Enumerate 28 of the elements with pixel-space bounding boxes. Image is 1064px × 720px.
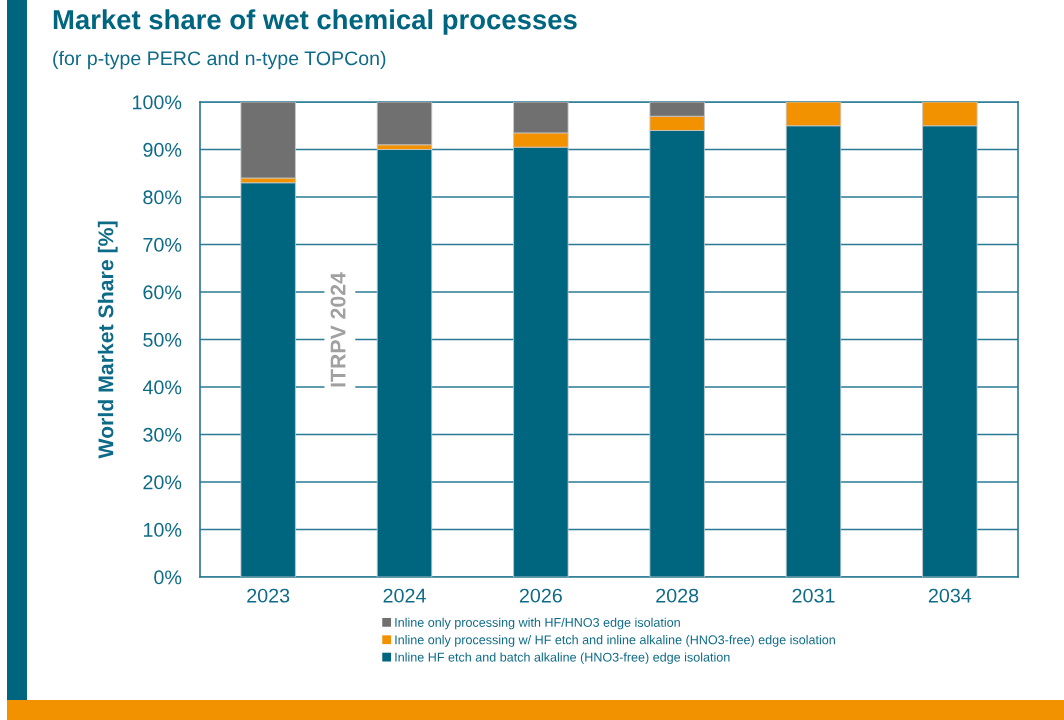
bar [240,102,296,179]
y-tick-label: 50% [143,332,182,347]
y-tick-label: 40% [142,380,182,395]
bar [376,102,433,146]
y-tick-label: 60% [143,285,182,300]
x-tick-label: 2026 [519,588,562,603]
chart-subtitle: (for p-type PERC and n-type TOPCon) [53,50,386,70]
x-tick-label: 2024 [383,588,426,603]
legend-label: Inline only processing with HF/HNO3 edge isolation [395,617,680,630]
x-tick-label: 2023 [247,588,290,603]
y-tick-label: 10% [143,522,182,537]
y-tick-label: 0% [154,570,182,585]
x-tick-label: 2028 [656,588,699,603]
y-tick-label: 20% [143,475,182,490]
y-tick-label: 90% [143,142,182,157]
y-tick-label: 80% [143,190,182,205]
legend-label: Inline HF etch and batch alkaline (HNO3-free) edge isolation [395,652,730,665]
bar [376,149,433,577]
bar [240,182,296,577]
annotation: ITRPV 2024 [330,272,346,387]
x-tick-label: 2034 [928,588,972,603]
x-tick-label: 2031 [792,588,835,603]
y-tick-label: 70% [143,237,182,252]
chart-title: Market share of wet chemical processes [53,9,577,35]
legend-label: Inline only processing w/ HF etch and inline alkaline (HNO3-free) edge isolation [395,635,835,647]
y-axis-title: World Market Share [%] [97,221,118,459]
y-tick-label: 100% [133,95,182,110]
y-tick-label: 30% [143,427,182,442]
